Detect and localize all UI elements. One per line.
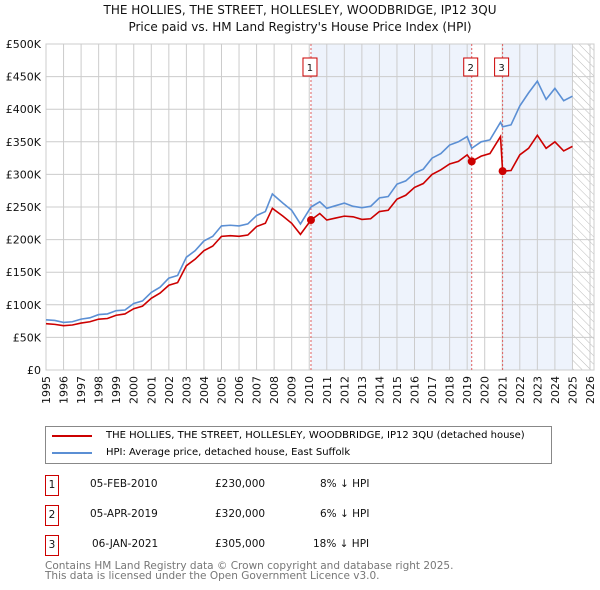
property-price-line <box>45 133 573 327</box>
y-tick-label: £400K <box>6 103 42 116</box>
x-tick-label: 1997 <box>75 376 88 404</box>
y-tick-label: £350K <box>6 136 42 149</box>
transaction-date: 05-FEB-2010 <box>90 478 158 490</box>
transaction-price: £230,000 <box>215 478 266 490</box>
legend-label-property: THE HOLLIES, THE STREET, HOLLESLEY, WOOD… <box>106 430 525 441</box>
x-tick-label: 2002 <box>163 376 176 404</box>
y-tick-label: £150K <box>6 266 42 279</box>
annotation-box <box>494 57 510 77</box>
annotation-label: 3 <box>498 63 504 74</box>
x-tick-label: 2024 <box>549 376 562 404</box>
transaction-point <box>467 157 476 166</box>
x-tick-label: 2016 <box>409 376 422 404</box>
chart-plot: 1995 1996 1997 1998 1999 2000 2001 2002 2003 2004… <box>6 38 597 404</box>
legend-label-hpi: HPI: Average price, detached house, East… <box>106 447 351 458</box>
transaction-point <box>306 216 315 225</box>
x-tick-label: 2022 <box>514 376 527 404</box>
chart-subtitle: Price paid vs. HM Land Registry's House … <box>128 20 472 34</box>
annotation-label: 2 <box>468 63 474 74</box>
transaction-marker: 2 <box>45 505 59 526</box>
x-tick-label: 2000 <box>128 376 141 404</box>
x-tick-label: 2007 <box>251 376 264 404</box>
x-tick-label: 2023 <box>531 376 544 404</box>
x-tick-label: 2014 <box>373 376 386 404</box>
legend-swatch-hpi <box>52 451 92 454</box>
transaction-delta: 18% ↓ HPI <box>313 538 370 550</box>
x-tick-label: 2005 <box>215 376 228 404</box>
x-tick-label: 1995 <box>40 376 53 404</box>
footer: Contains HM Land Registry data © Crown c… <box>45 560 454 582</box>
footer-licence: This data is licensed under the Open Gov… <box>45 570 380 582</box>
y-tick-label: £50K <box>13 331 42 344</box>
footer-copyright: Contains HM Land Registry data © Crown c… <box>45 560 454 572</box>
transaction-date: 06-JAN-2021 <box>92 538 159 550</box>
y-tick-label: £250K <box>6 201 42 214</box>
transaction-row: 2 05-APR-2019 £320,000 6% ↓ HPI <box>45 505 445 526</box>
transaction-row: 1 05-FEB-2010 £230,000 8% ↓ HPI <box>45 475 445 496</box>
x-tick-label: 2012 <box>338 376 351 404</box>
x-tick-label: 2017 <box>426 376 439 404</box>
x-tick-label: 2010 <box>303 376 316 404</box>
annotation-label: 1 <box>307 63 313 74</box>
x-tick-label: 2020 <box>479 376 492 404</box>
annotation-box <box>302 57 318 77</box>
transaction-price: £305,000 <box>215 538 266 550</box>
x-tick-label: 2019 <box>461 376 474 404</box>
x-tick-label: 2025 <box>566 376 579 404</box>
x-tick-label: 1998 <box>93 376 106 404</box>
x-tick-label: 1999 <box>110 376 123 404</box>
x-tick-label: 2003 <box>180 376 193 404</box>
transaction-point <box>498 167 507 176</box>
y-tick-label: £500K <box>6 38 42 51</box>
x-tick-label: 2018 <box>444 376 457 404</box>
legend-swatch-property <box>52 434 92 437</box>
hpi-line <box>45 79 573 324</box>
x-tick-label: 2008 <box>268 376 281 404</box>
transaction-delta: 8% ↓ HPI <box>320 478 370 490</box>
y-tick-label: £200K <box>6 234 42 247</box>
x-tick-label: 2015 <box>391 376 404 404</box>
y-tick-label: £300K <box>6 168 42 181</box>
plot-border <box>45 43 595 371</box>
x-tick-label: 2026 <box>584 376 597 404</box>
x-tick-label: 2004 <box>198 376 211 404</box>
y-tick-label: £0 <box>27 364 41 377</box>
x-tick-label: 2021 <box>496 376 509 404</box>
x-tick-label: 2001 <box>145 376 158 404</box>
x-tick-label: 2013 <box>356 376 369 404</box>
y-tick-label: £100K <box>6 299 42 312</box>
x-tick-label: 1996 <box>58 376 71 404</box>
annotation-box <box>463 57 479 77</box>
x-tick-label: 2011 <box>321 376 334 404</box>
y-tick-label: £450K <box>6 71 42 84</box>
x-tick-label: 2006 <box>233 376 246 404</box>
transaction-marker: 3 <box>45 535 59 556</box>
x-tick-label: 2009 <box>286 376 299 404</box>
transaction-date: 05-APR-2019 <box>90 508 158 520</box>
chart-title: THE HOLLIES, THE STREET, HOLLESLEY, WOOD… <box>103 3 497 17</box>
transaction-row: 3 06-JAN-2021 £305,000 18% ↓ HPI <box>45 535 445 556</box>
transaction-delta: 6% ↓ HPI <box>320 508 370 520</box>
transaction-price: £320,000 <box>215 508 266 520</box>
legend: THE HOLLIES, THE STREET, HOLLESLEY, WOOD… <box>45 426 552 464</box>
transaction-marker: 1 <box>45 475 59 496</box>
